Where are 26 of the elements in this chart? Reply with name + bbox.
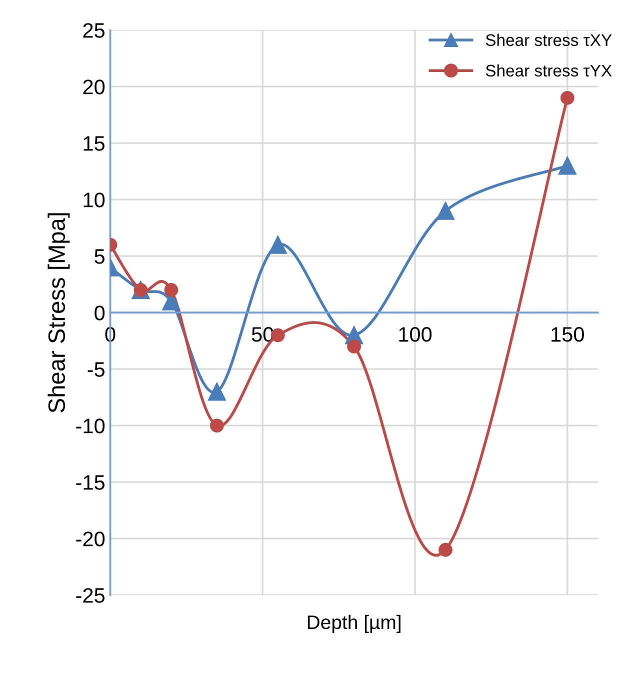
y-tick-label: 20: [83, 80, 105, 94]
y-tick-label: -25: [76, 588, 105, 603]
y-tick-label: -15: [76, 475, 105, 490]
point: [208, 382, 226, 401]
point: [347, 340, 362, 354]
x-tick-label: 150: [552, 327, 584, 342]
y-tick-label: 25: [83, 23, 105, 38]
point: [210, 418, 224, 433]
y-axis-title: Shear Stress [Mpa]: [48, 213, 70, 413]
y-tick-label: -20: [76, 532, 105, 546]
point: [438, 542, 452, 557]
point: [436, 202, 455, 220]
point: [164, 283, 178, 297]
point: [560, 90, 574, 105]
y-tick-label: 15: [84, 136, 105, 151]
x-axis-title: Depth [µm]: [308, 614, 400, 633]
y-tick-label: 10: [84, 192, 105, 208]
point: [268, 236, 287, 254]
y-tick-label: -10: [76, 418, 105, 434]
legend-label: Shear stress τYX: [486, 64, 612, 77]
x-tick-label: 100: [399, 327, 432, 342]
point: [558, 156, 576, 175]
y-tick-label: 5: [94, 249, 105, 264]
y-tick-label: -5: [88, 362, 105, 377]
y-tick-label: 0: [94, 306, 105, 320]
legend-label: Shear stress τXY: [486, 34, 612, 46]
